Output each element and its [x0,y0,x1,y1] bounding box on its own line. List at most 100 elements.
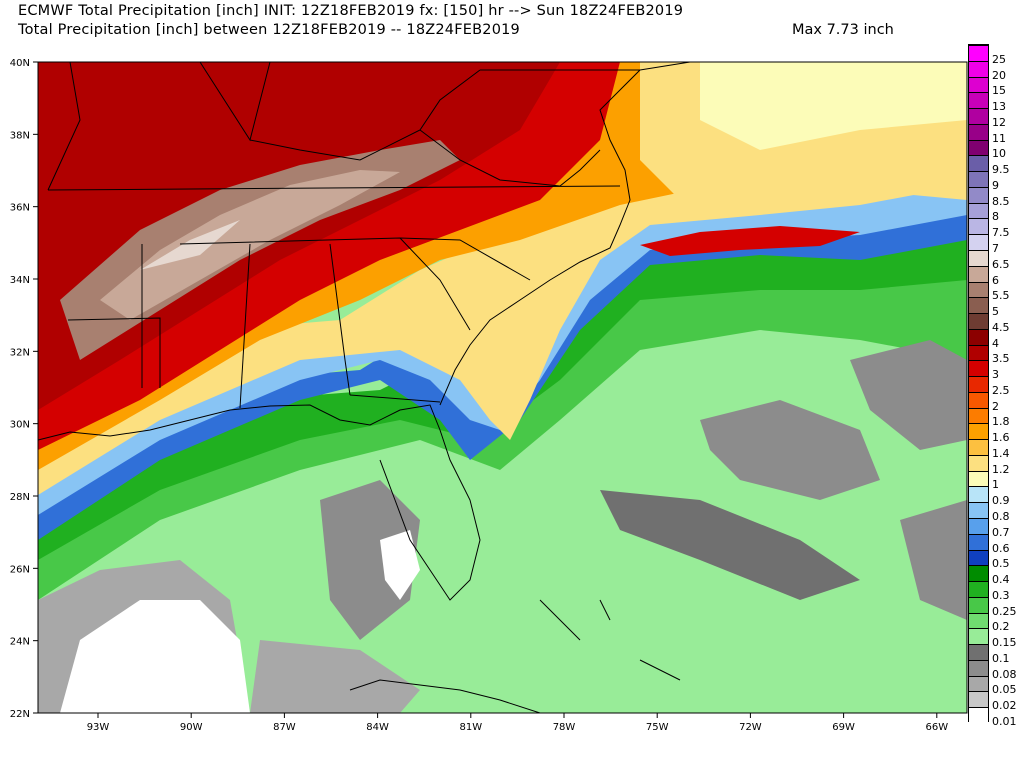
colorbar-swatch [969,155,988,172]
colorbar-label: 2.5 [992,383,1010,397]
colorbar-label: 0.02 [992,699,1017,713]
colorbar-swatch [969,612,988,629]
colorbar-swatch [969,139,988,156]
lat-label: 36N [10,203,30,214]
latitude-axis: 40N 38N 36N 34N 32N 30N 28N 26N 24N 22N [10,58,38,720]
lon-label: 69W [832,722,855,733]
colorbar-swatch [969,644,988,660]
colorbar-label: 1.2 [992,462,1010,476]
lon-label: 75W [646,722,669,733]
lat-label: 38N [10,130,30,141]
colorbar-label: 7.5 [992,226,1010,240]
title-line-2: Total Precipitation [inch] between 12Z18… [18,22,520,38]
colorbar-swatch [969,454,988,471]
colorbar-swatch [969,123,988,140]
colorbar-label: 0.25 [992,604,1017,618]
colorbar-swatch [969,249,988,266]
max-value-label: Max 7.73 inch [792,22,894,38]
colorbar-label: 0.01 [992,715,1017,728]
colorbar-label: 8.5 [992,194,1010,208]
lat-label: 28N [10,492,30,503]
colorbar-label: 0.6 [992,541,1010,555]
colorbar-label: 6 [992,273,999,287]
colorbar-swatch [969,60,988,77]
colorbar-swatch [969,234,988,250]
colorbar-swatch [969,76,988,93]
colorbar-label: 3 [992,368,999,382]
colorbar-swatch [969,407,988,424]
colorbar [968,44,989,723]
colorbar-swatch [969,423,988,440]
colorbar-swatch [969,596,988,613]
colorbar-swatch [969,313,988,329]
colorbar-label: 0.7 [992,525,1010,539]
colorbar-swatch [969,565,988,582]
colorbar-swatch [969,486,988,503]
colorbar-swatch [969,265,988,282]
lat-label: 30N [10,420,30,431]
colorbar-swatch [969,691,988,708]
coastlines-and-borders [38,62,691,713]
colorbar-label: 5 [992,305,999,319]
lat-label: 34N [10,275,30,286]
colorbar-swatch [969,581,988,597]
colorbar-swatch [969,281,988,298]
lon-label: 84W [366,722,389,733]
colorbar-swatch [969,518,988,534]
colorbar-label: 0.08 [992,667,1017,681]
colorbar-label: 13 [992,100,1006,114]
colorbar-swatch [969,439,988,455]
colorbar-label: 7 [992,241,999,255]
lon-label: 90W [180,722,203,733]
colorbar-label: 25 [992,52,1006,66]
colorbar-label: 12 [992,115,1006,129]
colorbar-swatch [969,297,988,314]
colorbar-swatch [969,186,988,203]
colorbar-label: 9.5 [992,163,1010,177]
colorbar-label: 20 [992,68,1006,82]
longitude-axis: 93W 90W 87W 84W 81W 78W 75W 72W 69W 66W [87,713,948,733]
colorbar-swatch [969,533,988,550]
colorbar-swatch [969,376,988,392]
lon-label: 93W [87,722,110,733]
colorbar-label: 6.5 [992,257,1010,271]
colorbar-label: 0.3 [992,588,1010,602]
lon-label: 78W [553,722,576,733]
precip-field [38,62,967,713]
colorbar-label: 5.5 [992,289,1010,303]
colorbar-label: 15 [992,84,1006,98]
colorbar-label: 0.05 [992,683,1017,697]
colorbar-label: 0.1 [992,651,1010,665]
colorbar-swatch [969,360,988,377]
lon-label: 72W [739,722,762,733]
colorbar-swatch [969,628,988,645]
colorbar-label: 0.2 [992,620,1010,634]
colorbar-swatch [969,659,988,676]
colorbar-label: 1 [992,478,999,492]
lat-label: 26N [10,564,30,575]
lat-label: 24N [10,637,30,648]
lat-label: 32N [10,347,30,358]
colorbar-label: 1.4 [992,446,1010,460]
colorbar-swatch [969,171,988,187]
colorbar-label: 1.8 [992,415,1010,429]
colorbar-label: 2 [992,399,999,413]
colorbar-swatch [969,218,988,235]
colorbar-label: 0.4 [992,573,1010,587]
colorbar-swatch [969,45,988,61]
colorbar-label: 8 [992,210,999,224]
colorbar-swatch [969,502,988,519]
colorbar-label: 0.5 [992,557,1010,571]
colorbar-label: 9 [992,178,999,192]
colorbar-swatch [969,202,988,219]
colorbar-label: 0.8 [992,510,1010,524]
colorbar-label: 4.5 [992,320,1010,334]
lon-label: 81W [459,722,482,733]
colorbar-label: 4 [992,336,999,350]
lon-label: 66W [925,722,948,733]
lat-label: 40N [10,58,30,69]
colorbar-label: 0.15 [992,636,1017,650]
colorbar-label: 1.6 [992,431,1010,445]
colorbar-swatch [969,328,988,345]
